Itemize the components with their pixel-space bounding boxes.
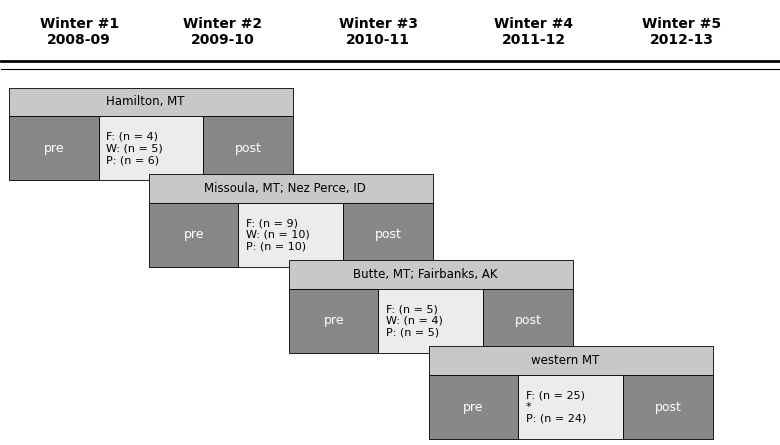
Text: F: (n = 5)
W: (n = 4)
P: (n = 5): F: (n = 5) W: (n = 4) P: (n = 5)	[386, 304, 443, 337]
Text: Winter #4
2011-12: Winter #4 2011-12	[495, 17, 573, 48]
Text: F: (n = 25)
*
P: (n = 24): F: (n = 25) * P: (n = 24)	[526, 391, 587, 424]
Text: post: post	[515, 315, 541, 328]
Text: Butte, MT; Fairbanks, AK: Butte, MT; Fairbanks, AK	[353, 268, 497, 281]
FancyBboxPatch shape	[343, 202, 433, 267]
FancyBboxPatch shape	[484, 289, 573, 353]
FancyBboxPatch shape	[204, 116, 292, 181]
FancyBboxPatch shape	[9, 88, 292, 116]
Text: Missoula, MT; Nez Perce, ID: Missoula, MT; Nez Perce, ID	[204, 182, 366, 195]
FancyBboxPatch shape	[518, 375, 623, 439]
Text: post: post	[654, 400, 681, 414]
Text: pre: pre	[324, 315, 344, 328]
FancyBboxPatch shape	[289, 260, 573, 289]
Text: F: (n = 9)
W: (n = 10)
P: (n = 10): F: (n = 9) W: (n = 10) P: (n = 10)	[246, 218, 310, 251]
FancyBboxPatch shape	[429, 375, 518, 439]
FancyBboxPatch shape	[429, 346, 713, 375]
FancyBboxPatch shape	[239, 202, 343, 267]
FancyBboxPatch shape	[149, 202, 239, 267]
Text: western MT: western MT	[530, 354, 599, 367]
Text: pre: pre	[183, 228, 204, 241]
Text: Winter #5
2012-13: Winter #5 2012-13	[642, 17, 721, 48]
FancyBboxPatch shape	[289, 289, 378, 353]
FancyBboxPatch shape	[9, 116, 98, 181]
Text: post: post	[235, 142, 261, 155]
FancyBboxPatch shape	[623, 375, 713, 439]
Text: post: post	[374, 228, 402, 241]
Text: Winter #3
2010-11: Winter #3 2010-11	[339, 17, 418, 48]
Text: Winter #1
2008-09: Winter #1 2008-09	[40, 17, 119, 48]
Text: F: (n = 4)
W: (n = 5)
P: (n = 6): F: (n = 4) W: (n = 5) P: (n = 6)	[106, 132, 163, 165]
Text: Winter #2
2009-10: Winter #2 2009-10	[183, 17, 262, 48]
Text: pre: pre	[463, 400, 484, 414]
FancyBboxPatch shape	[98, 116, 204, 181]
FancyBboxPatch shape	[378, 289, 484, 353]
Text: pre: pre	[44, 142, 64, 155]
Text: Hamilton, MT: Hamilton, MT	[106, 96, 184, 109]
FancyBboxPatch shape	[149, 174, 433, 202]
